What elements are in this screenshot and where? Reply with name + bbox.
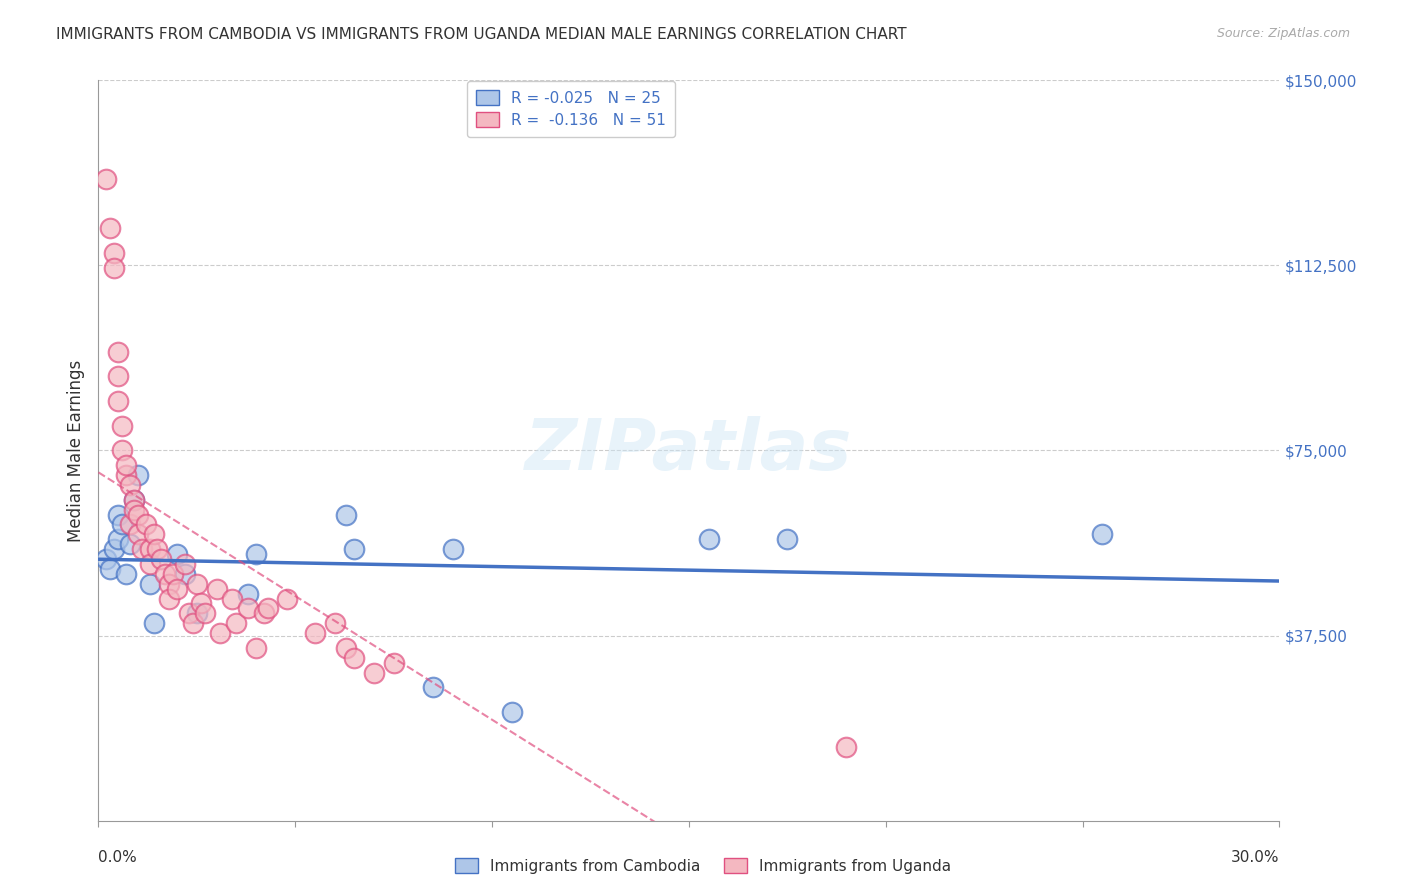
Point [323, 616, 346, 631]
Point [107, 508, 129, 522]
Point [209, 626, 232, 640]
Point [174, 566, 197, 581]
Point [107, 369, 129, 384]
Point [221, 591, 243, 606]
Point [127, 527, 149, 541]
Point [155, 566, 177, 581]
Point [225, 616, 247, 631]
Text: 0.0%: 0.0% [98, 850, 138, 865]
Point [157, 591, 180, 606]
Point [107, 344, 129, 359]
Point [186, 607, 208, 621]
Point [111, 517, 134, 532]
Point [236, 601, 259, 615]
Point [107, 533, 129, 547]
Point [343, 650, 366, 665]
Point [150, 552, 173, 566]
Point [157, 576, 180, 591]
Text: 30.0%: 30.0% [1232, 850, 1279, 865]
Point [103, 260, 125, 275]
Point [186, 576, 208, 591]
Point [118, 537, 141, 551]
Point [131, 542, 153, 557]
Point [335, 640, 357, 655]
Point [96, 552, 118, 566]
Point [174, 557, 197, 571]
Legend: Immigrants from Cambodia, Immigrants from Uganda: Immigrants from Cambodia, Immigrants fro… [449, 852, 957, 880]
Point [96, 172, 118, 186]
Point [441, 542, 464, 557]
Point [162, 566, 184, 581]
Point [253, 607, 276, 621]
Point [115, 566, 138, 581]
Point [115, 468, 138, 483]
Point [122, 492, 145, 507]
Text: ZIPatlas: ZIPatlas [526, 416, 852, 485]
Point [697, 533, 720, 547]
Point [177, 607, 200, 621]
Point [146, 542, 169, 557]
Point [98, 562, 121, 576]
Point [1091, 527, 1114, 541]
Point [335, 508, 357, 522]
Text: IMMIGRANTS FROM CAMBODIA VS IMMIGRANTS FROM UGANDA MEDIAN MALE EARNINGS CORRELAT: IMMIGRANTS FROM CAMBODIA VS IMMIGRANTS F… [56, 27, 907, 42]
Point [276, 591, 298, 606]
Point [363, 665, 385, 680]
Point [127, 508, 149, 522]
Point [382, 656, 405, 670]
Text: Source: ZipAtlas.com: Source: ZipAtlas.com [1216, 27, 1350, 40]
Point [111, 443, 134, 458]
Point [245, 547, 267, 561]
Point [835, 739, 858, 754]
Point [127, 468, 149, 483]
Point [245, 640, 267, 655]
Point [343, 542, 366, 557]
Point [501, 705, 523, 719]
Legend: R = -0.025   N = 25, R =  -0.136   N = 51: R = -0.025 N = 25, R = -0.136 N = 51 [467, 80, 675, 137]
Point [166, 547, 188, 561]
Point [194, 607, 217, 621]
Point [304, 626, 326, 640]
Point [205, 582, 228, 596]
Point [118, 517, 141, 532]
Point [190, 597, 212, 611]
Point [107, 394, 129, 409]
Point [135, 517, 157, 532]
Point [118, 478, 141, 492]
Point [142, 527, 165, 541]
Point [422, 681, 444, 695]
Point [103, 246, 125, 260]
Point [111, 418, 134, 433]
Point [138, 542, 160, 557]
Point [122, 502, 145, 516]
Point [166, 582, 188, 596]
Y-axis label: Median Male Earnings: Median Male Earnings [66, 359, 84, 541]
Point [181, 616, 204, 631]
Point [256, 601, 278, 615]
Point [236, 586, 259, 600]
Point [103, 542, 125, 557]
Point [138, 557, 160, 571]
Point [776, 533, 799, 547]
Point [98, 221, 121, 235]
Point [122, 492, 145, 507]
Point [142, 616, 165, 631]
Point [115, 458, 138, 473]
Point [138, 576, 160, 591]
